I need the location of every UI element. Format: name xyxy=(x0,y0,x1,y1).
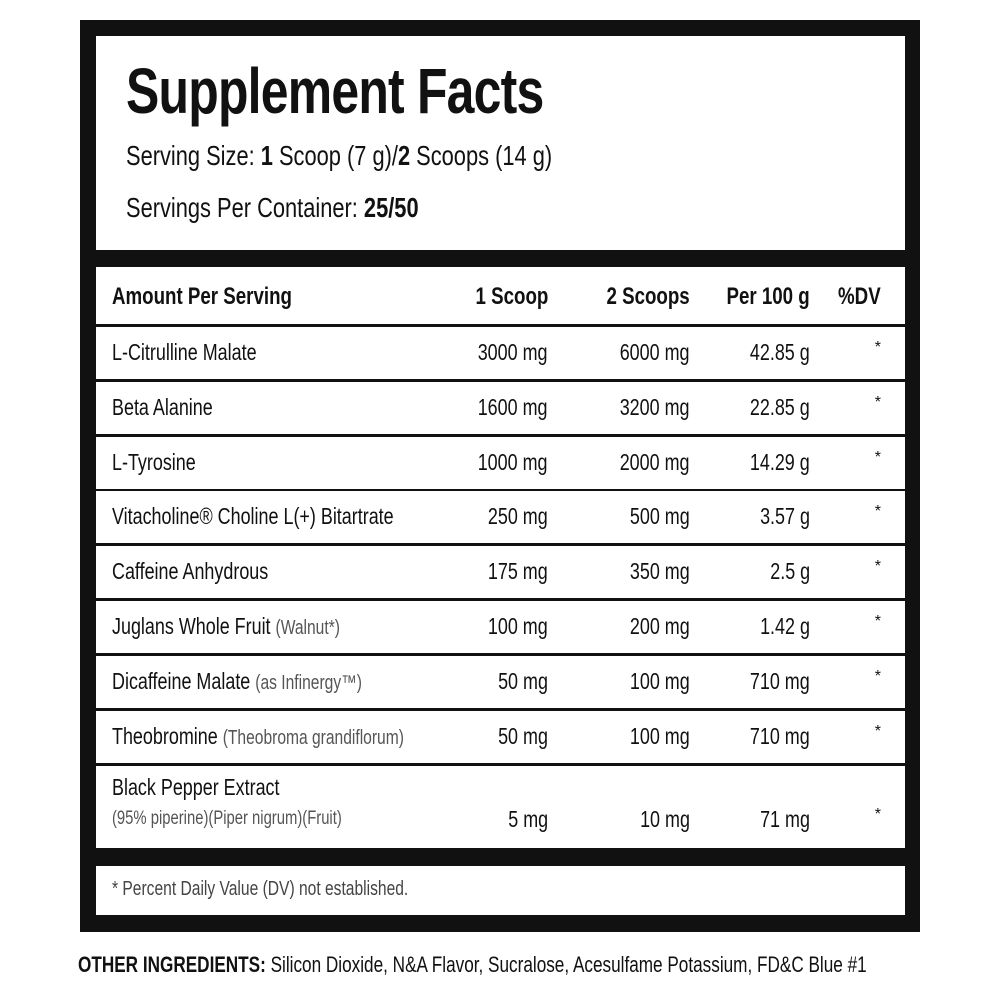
ingredient-name: Caffeine Anhydrous xyxy=(112,558,269,584)
ingredient-name: Black Pepper Extract xyxy=(112,774,280,800)
amount-1-scoop: 3000 mg xyxy=(478,339,548,365)
amount-per-100g: 710 mg xyxy=(750,723,810,749)
footnote-panel: * Percent Daily Value (DV) not establish… xyxy=(96,866,905,915)
amount-per-100g: 3.57 g xyxy=(760,503,810,529)
ingredient-name: Theobromine (Theobroma grandiflorum) xyxy=(112,723,404,749)
amount-2-scoops: 6000 mg xyxy=(620,339,690,365)
amount-1-scoop: 5 mg xyxy=(508,806,548,832)
amount-per-100g: 71 mg xyxy=(760,806,810,832)
ingredient-name: Vitacholine® Choline L(+) Bitartrate xyxy=(112,503,394,529)
daily-value: * xyxy=(874,339,881,356)
table-row: Juglans Whole Fruit (Walnut*) 100 mg 200 m… xyxy=(96,601,905,653)
amount-1-scoop: 50 mg xyxy=(498,723,548,749)
amount-2-scoops: 100 mg xyxy=(630,723,690,749)
table-row: Beta Alanine 1600 mg 3200 mg 22.85 g * xyxy=(96,382,905,434)
header-1-scoop: 1 Scoop xyxy=(475,283,548,310)
table-row: L-Citrulline Malate 3000 mg 6000 mg 42.85 … xyxy=(96,327,905,379)
other-ingredients: OTHER INGREDIENTS: Silicon Dioxide, N&A … xyxy=(78,952,867,977)
daily-value: * xyxy=(874,613,881,630)
table-row: L-Tyrosine 1000 mg 2000 mg 14.29 g * xyxy=(96,437,905,489)
amount-1-scoop: 1000 mg xyxy=(478,449,548,475)
amount-2-scoops: 200 mg xyxy=(630,613,690,639)
servings-per-container: Servings Per Container: 25/50 xyxy=(126,192,419,223)
amount-2-scoops: 350 mg xyxy=(630,558,690,584)
amount-1-scoop: 50 mg xyxy=(498,668,548,694)
table-row: Black Pepper Extract (95% piperine)(Piper… xyxy=(96,766,905,848)
amount-2-scoops: 3200 mg xyxy=(620,394,690,420)
daily-value: * xyxy=(874,668,881,685)
amount-1-scoop: 250 mg xyxy=(488,503,548,529)
header-panel: Supplement Facts Serving Size: 1 Scoop (… xyxy=(96,36,905,250)
daily-value: * xyxy=(874,558,881,575)
amount-2-scoops: 10 mg xyxy=(640,806,690,832)
amount-per-100g: 2.5 g xyxy=(770,558,810,584)
table-row: Vitacholine® Choline L(+) Bitartrate 250… xyxy=(96,491,905,543)
daily-value: * xyxy=(874,806,881,823)
table-header-row: Amount Per Serving 1 Scoop 2 Scoops Per … xyxy=(96,267,905,324)
ingredient-name: L-Tyrosine xyxy=(112,449,196,475)
amount-2-scoops: 500 mg xyxy=(630,503,690,529)
daily-value: * xyxy=(874,449,881,466)
amount-2-scoops: 100 mg xyxy=(630,668,690,694)
label-title: Supplement Facts xyxy=(126,55,544,127)
amount-per-100g: 710 mg xyxy=(750,668,810,694)
daily-value: * xyxy=(874,503,881,520)
daily-value: * xyxy=(874,723,881,740)
table-row: Caffeine Anhydrous 175 mg 350 mg 2.5 g * xyxy=(96,546,905,598)
nutrient-table: Amount Per Serving 1 Scoop 2 Scoops Per … xyxy=(96,267,905,848)
header-amount: Amount Per Serving xyxy=(112,283,292,310)
supplement-facts-label: Supplement Facts Serving Size: 1 Scoop (… xyxy=(80,20,920,932)
amount-1-scoop: 175 mg xyxy=(488,558,548,584)
amount-per-100g: 42.85 g xyxy=(750,339,810,365)
header-2-scoops: 2 Scoops xyxy=(606,283,690,310)
serving-size: Serving Size: 1 Scoop (7 g)/2 Scoops (14… xyxy=(126,140,553,171)
amount-1-scoop: 1600 mg xyxy=(478,394,548,420)
amount-1-scoop: 100 mg xyxy=(488,613,548,639)
ingredient-note: (95% piperine)(Piper nigrum)(Fruit) xyxy=(112,808,342,829)
header-dv: %DV xyxy=(838,283,881,310)
ingredient-name: Beta Alanine xyxy=(112,394,213,420)
ingredient-name: L-Citrulline Malate xyxy=(112,339,257,365)
table-row: Dicaffeine Malate (as Infinergy™) 50 mg 10… xyxy=(96,656,905,708)
amount-per-100g: 1.42 g xyxy=(760,613,810,639)
daily-value: * xyxy=(874,394,881,411)
amount-per-100g: 14.29 g xyxy=(750,449,810,475)
ingredient-name: Dicaffeine Malate (as Infinergy™) xyxy=(112,668,362,694)
ingredient-name: Juglans Whole Fruit (Walnut*) xyxy=(112,613,340,639)
footnote: * Percent Daily Value (DV) not establish… xyxy=(112,878,409,900)
amount-2-scoops: 2000 mg xyxy=(620,449,690,475)
amount-per-100g: 22.85 g xyxy=(750,394,810,420)
table-row: Theobromine (Theobroma grandiflorum) 50 m… xyxy=(96,711,905,763)
header-per-100g: Per 100 g xyxy=(726,283,810,310)
